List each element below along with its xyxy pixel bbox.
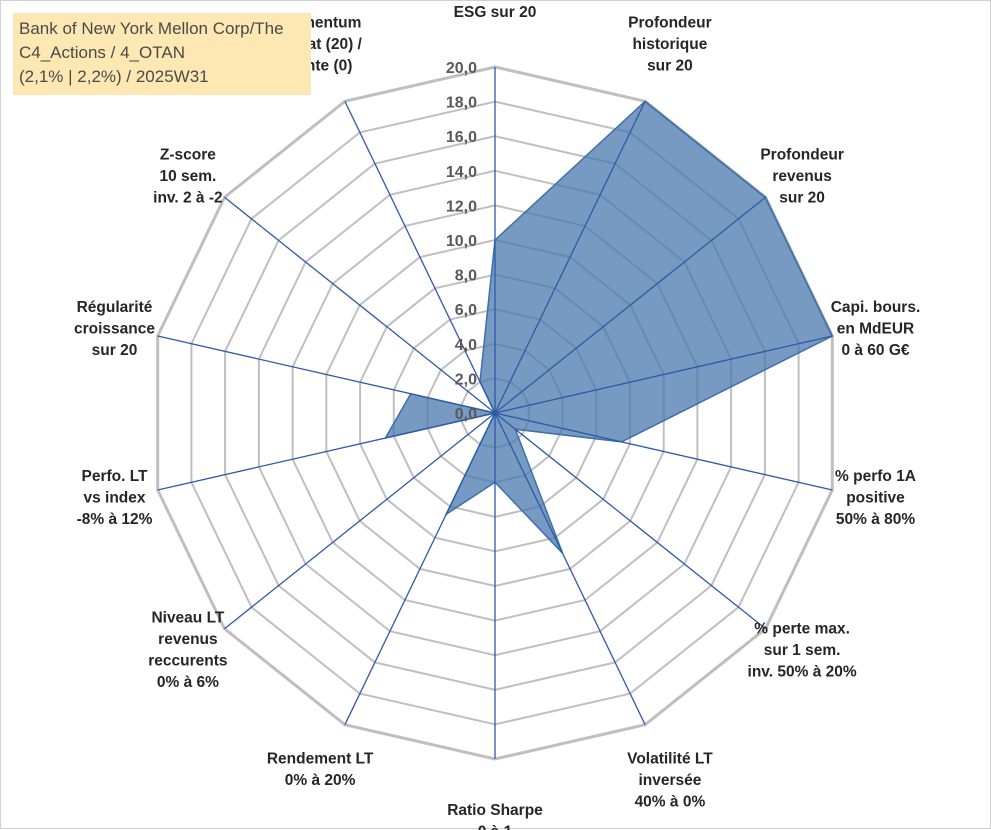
axis-label-line: historique — [632, 36, 707, 53]
axis-label-line: ESG sur 20 — [454, 4, 537, 21]
axis-label: Perfo. LT vs index -8% à 12% — [77, 468, 153, 528]
header-line-category: C4_Actions / 4_OTAN — [19, 41, 311, 65]
axis-label-line: 0% à 6% — [157, 674, 219, 691]
axis-label-line: vs index — [83, 490, 145, 507]
axis-label-line: Capi. bours. — [831, 299, 921, 316]
axis-label-line: reccurents — [148, 653, 227, 670]
header-line-metrics: (2,1% | 2,2%) / 2025W31 — [19, 65, 311, 89]
axis-label-line: 0% à 20% — [285, 772, 356, 789]
axis-label: Volatilité LT inversée 40% à 0% — [627, 750, 713, 810]
axis-label: Capi. bours. en MdEUR 0 à 60 G€ — [831, 299, 921, 359]
axis-label-line: Niveau LT — [151, 610, 224, 627]
axis-label: Régularité croissance sur 20 — [74, 299, 155, 359]
axis-label-line: revenus — [158, 631, 217, 648]
axis-label-line: % perte max. — [754, 620, 850, 637]
axis-label: % perte max. sur 1 sem. inv. 50% à 20% — [748, 620, 857, 680]
axis-label-line: Rendement LT — [267, 750, 374, 767]
axis-label-line: sur 20 — [779, 190, 825, 207]
axis-label-line: revenus — [772, 168, 831, 185]
axis-label: NoteESG sur 20 — [454, 1, 537, 21]
axis-label-line: Volatilité LT — [627, 750, 713, 767]
header-line-company: Bank of New York Mellon Corp/The — [19, 17, 311, 41]
tick-label: 10,0 — [446, 233, 477, 250]
radar-tick-labels: 0,0 2,0 4,0 6,0 8,0 10,0 12,0 14,0 16,0 18,0 20,0 — [446, 60, 477, 423]
chart-header-box: Bank of New York Mellon Corp/The C4_Acti… — [13, 13, 311, 95]
tick-label: 8,0 — [455, 268, 477, 285]
axis-label-line: en MdEUR — [837, 320, 915, 337]
tick-label: 4,0 — [455, 337, 477, 354]
axis-label: Z-score 10 sem. inv. 2 à -2 — [153, 147, 223, 207]
axis-label-line: -8% à 12% — [77, 511, 153, 528]
tick-label: 2,0 — [455, 371, 477, 388]
tick-label: 6,0 — [455, 302, 477, 319]
axis-label: % perfo 1A positive 50% à 80% — [835, 468, 916, 528]
axis-label-line: sur 20 — [92, 342, 138, 359]
tick-label: 20,0 — [446, 60, 477, 77]
tick-label: 12,0 — [446, 198, 477, 215]
axis-label-line: 0 à 1 — [478, 824, 513, 830]
axis-label-line: Ratio Sharpe — [447, 802, 543, 819]
axis-label: Ratio Sharpe 0 à 1 — [447, 802, 543, 830]
axis-label: Rendement LT 0% à 20% — [267, 750, 374, 789]
axis-label-line: inv. 50% à 20% — [748, 663, 857, 680]
axis-label-line: % perfo 1A — [835, 468, 916, 485]
axis-label: Profondeur historique sur 20 — [628, 15, 712, 75]
axis-label-line: Profondeur — [628, 15, 712, 32]
tick-label: 18,0 — [446, 95, 477, 112]
tick-label: 16,0 — [446, 129, 477, 146]
axis-label-line: Z-score — [160, 147, 216, 164]
axis-label-line: 10 sem. — [159, 168, 216, 185]
axis-label-line: Profondeur — [760, 147, 844, 164]
axis-label-line: sur 1 sem. — [764, 642, 841, 659]
axis-label-line: inv. 2 à -2 — [153, 190, 223, 207]
axis-label-line: inversée — [638, 772, 701, 789]
tick-label: 14,0 — [446, 164, 477, 181]
axis-label-line: sur 20 — [647, 58, 693, 75]
axis-label-line: 50% à 80% — [836, 511, 915, 528]
axis-label-line: positive — [846, 490, 905, 507]
axis-label: Niveau LT revenus reccurents 0% à 6% — [148, 610, 227, 692]
axis-label-line: Régularité — [77, 299, 153, 316]
axis-label-line: croissance — [74, 320, 155, 337]
axis-label-line: 40% à 0% — [635, 793, 706, 810]
tick-label: 0,0 — [455, 406, 477, 423]
axis-label: Profondeur revenus sur 20 — [760, 147, 844, 207]
axis-label-line: Perfo. LT — [81, 468, 148, 485]
axis-label-line: 0 à 60 G€ — [841, 342, 909, 359]
